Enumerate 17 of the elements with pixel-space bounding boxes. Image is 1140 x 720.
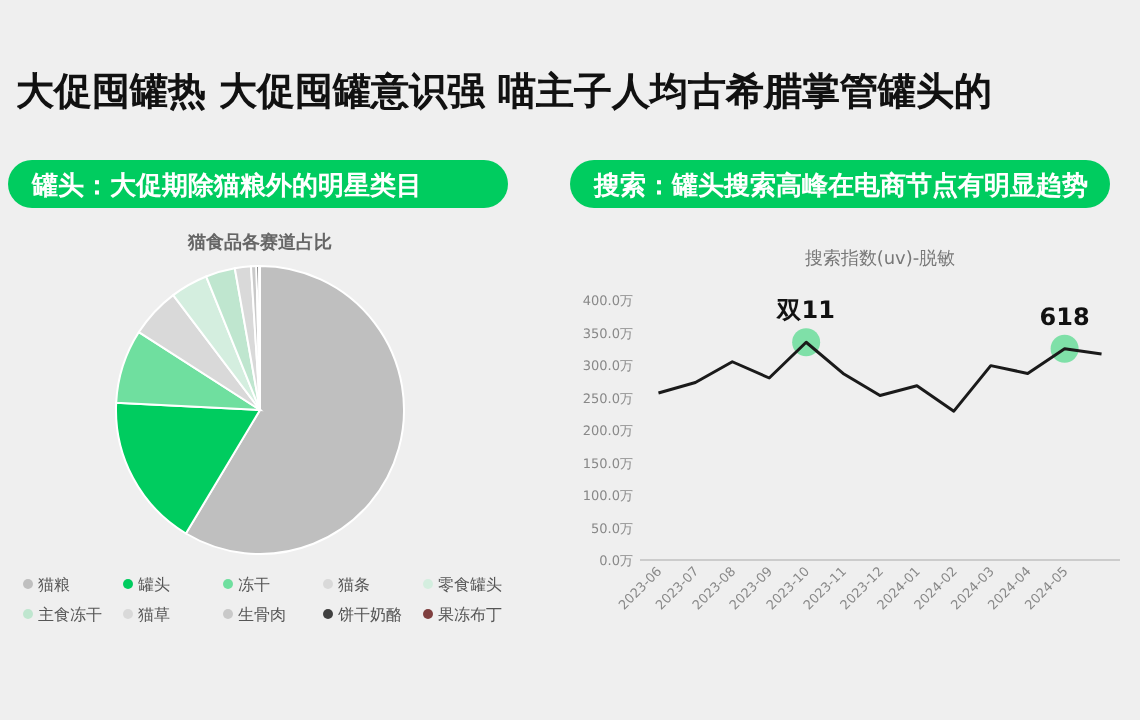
legend-label: 饼干奶酪 xyxy=(336,606,402,624)
legend-label: 冻干 xyxy=(238,576,270,594)
legend-label: 零食罐头 xyxy=(438,576,502,594)
chart-subtitle: 搜索：罐头搜索高峰在电商节点有明显趋势 xyxy=(592,170,1088,202)
text: 大促囤罐热 大促囤罐意识强 喵主子人均古希腊掌管罐头的 xyxy=(16,70,993,114)
legend-label: 猫粮 xyxy=(38,576,70,594)
annotation: 双11 xyxy=(775,296,835,325)
legend-label: 果冻布丁 xyxy=(438,606,502,624)
chart-subtitle: 罐头：大促期除猫粮外的明星类目 xyxy=(30,170,422,202)
legend-label: 主食冻干 xyxy=(38,606,102,624)
annotation: 618 xyxy=(1039,302,1090,331)
legend-label: 罐头 xyxy=(138,576,170,594)
legend-label: 猫草 xyxy=(138,606,170,624)
legend-label: 生骨肉 xyxy=(238,606,286,624)
chart-title: 搜索指数(uv)-脱敏 xyxy=(804,248,956,270)
chart-title: 猫食品各赛道占比 xyxy=(186,232,332,254)
legend-label: 猫条 xyxy=(338,576,370,594)
